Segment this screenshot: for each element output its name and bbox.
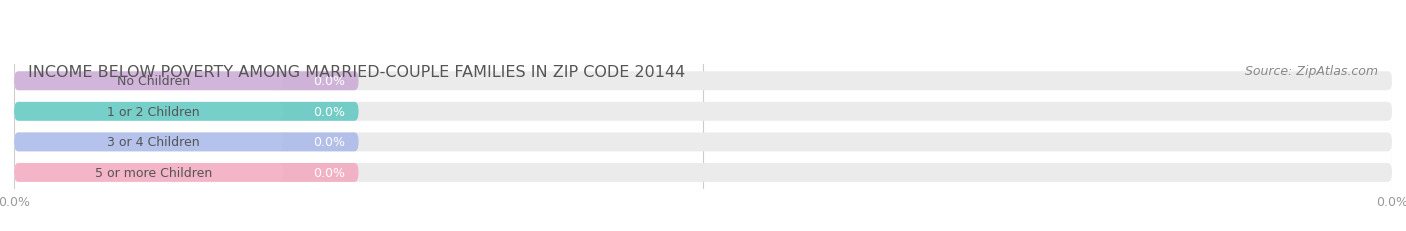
FancyBboxPatch shape — [14, 102, 1392, 121]
FancyBboxPatch shape — [14, 163, 359, 182]
FancyBboxPatch shape — [14, 72, 283, 91]
Text: INCOME BELOW POVERTY AMONG MARRIED-COUPLE FAMILIES IN ZIP CODE 20144: INCOME BELOW POVERTY AMONG MARRIED-COUPL… — [28, 65, 685, 80]
Text: 0.0%: 0.0% — [312, 136, 344, 149]
Text: No Children: No Children — [117, 75, 190, 88]
FancyBboxPatch shape — [14, 102, 283, 121]
FancyBboxPatch shape — [14, 72, 1392, 91]
FancyBboxPatch shape — [14, 72, 359, 91]
Text: 3 or 4 Children: 3 or 4 Children — [107, 136, 200, 149]
Text: 1 or 2 Children: 1 or 2 Children — [107, 105, 200, 118]
FancyBboxPatch shape — [14, 133, 283, 152]
FancyBboxPatch shape — [14, 133, 1392, 152]
Text: 0.0%: 0.0% — [312, 166, 344, 179]
FancyBboxPatch shape — [14, 102, 359, 121]
Text: 0.0%: 0.0% — [312, 105, 344, 118]
Text: 0.0%: 0.0% — [312, 75, 344, 88]
Text: 5 or more Children: 5 or more Children — [96, 166, 212, 179]
FancyBboxPatch shape — [14, 163, 1392, 182]
FancyBboxPatch shape — [14, 133, 359, 152]
FancyBboxPatch shape — [14, 163, 283, 182]
Text: Source: ZipAtlas.com: Source: ZipAtlas.com — [1246, 65, 1378, 78]
